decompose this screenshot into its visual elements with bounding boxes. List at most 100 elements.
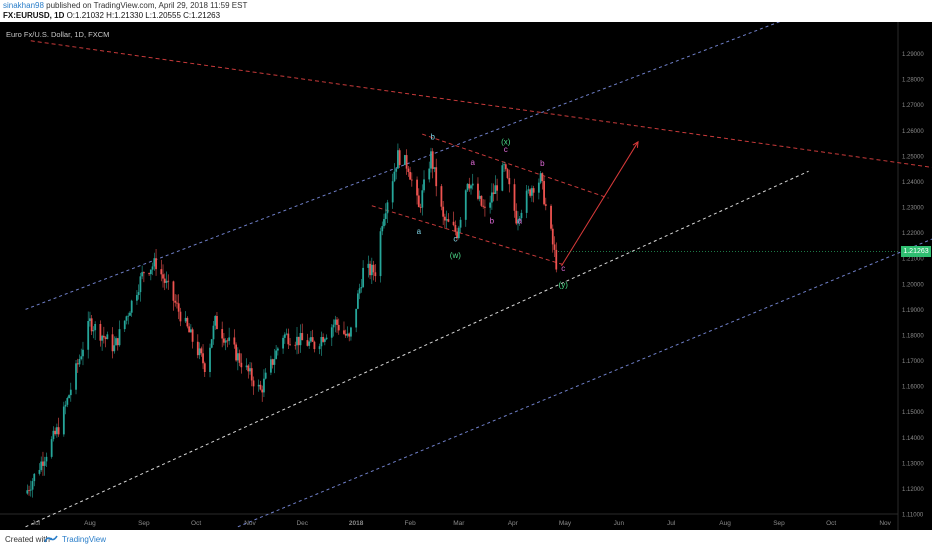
price-tick-label: 1.24000 <box>902 180 924 186</box>
candle-body <box>299 333 302 346</box>
candle-body <box>550 205 552 229</box>
candle-body <box>398 150 401 165</box>
candle-body <box>541 173 544 182</box>
price-tick-label: 1.26000 <box>902 129 924 135</box>
candle-body <box>163 278 166 283</box>
time-tick-label: 2018 <box>349 520 364 527</box>
chart-footer: Created with TradingView <box>0 530 932 550</box>
candle-body <box>294 344 297 346</box>
price-tick-label: 1.23000 <box>902 206 924 212</box>
candle-body <box>543 181 545 205</box>
candle-body <box>149 269 152 275</box>
candle-body <box>482 205 485 207</box>
candle-body <box>445 219 448 221</box>
candle-body <box>296 336 298 346</box>
chart-area[interactable]: 1.29000 1.28000 1.27000 1.26000 1.25000 1.240… <box>0 22 932 530</box>
candle-body <box>172 281 175 301</box>
candle-body <box>405 155 408 169</box>
time-tick-label: Jul <box>32 520 41 527</box>
trendline-channel-middle <box>25 170 809 528</box>
candle-body <box>179 311 182 322</box>
candle-body <box>391 181 394 203</box>
candle-body <box>223 338 225 343</box>
candle-body <box>40 461 43 470</box>
candle-body <box>360 287 363 289</box>
candle-body <box>504 164 507 170</box>
candle-body <box>480 195 483 206</box>
tradingview-brand[interactable]: TradingView <box>62 535 107 544</box>
candle-body <box>496 185 498 191</box>
candle-body <box>141 272 144 277</box>
candle-body <box>184 317 187 322</box>
candle-body <box>435 167 438 187</box>
candle-body <box>38 469 41 474</box>
candle-body <box>28 490 30 492</box>
candle-body <box>249 368 251 372</box>
candle-body <box>123 320 126 330</box>
candle-body <box>101 335 104 341</box>
candle-body <box>212 325 215 340</box>
price-tick-label: 1.27000 <box>902 103 924 109</box>
price-tick-label: 1.29000 <box>902 52 924 58</box>
author-link[interactable]: sinakhan98 <box>3 1 44 10</box>
candle-body <box>191 329 194 342</box>
candle-body <box>531 188 533 196</box>
candle-body <box>221 329 224 339</box>
candle-body <box>31 481 34 490</box>
candle-body <box>416 179 418 196</box>
candle-body <box>310 337 312 342</box>
candle-body <box>362 267 365 288</box>
candle-body <box>113 345 116 352</box>
candle-body <box>137 292 140 296</box>
candle-body <box>454 225 457 232</box>
candle-body <box>167 280 170 282</box>
wave-label: b <box>430 132 435 141</box>
candle-body <box>202 353 204 364</box>
candle-body <box>544 204 547 206</box>
candle-body <box>383 219 385 227</box>
candle-body <box>259 384 262 390</box>
candle-body <box>50 439 53 457</box>
candle-body <box>501 165 504 191</box>
candle-body <box>367 263 370 268</box>
wave-label: (x) <box>501 137 511 146</box>
candle-body <box>33 473 36 482</box>
candle-body <box>130 300 133 313</box>
candle-body <box>68 395 70 399</box>
price-tick-label: 1.20000 <box>902 282 924 288</box>
candle-body <box>442 206 445 217</box>
candle-body <box>55 427 58 435</box>
candle-body <box>358 288 361 294</box>
candle-body <box>52 430 55 440</box>
candle-body <box>78 359 81 365</box>
published-text: published on TradingView.com, April 29, … <box>46 1 248 10</box>
candle-body <box>553 244 556 250</box>
candle-body <box>539 173 542 183</box>
candle-body <box>94 323 97 331</box>
candle-body <box>203 363 206 373</box>
candle-body <box>323 339 326 342</box>
candle-body <box>318 346 321 350</box>
candle-body <box>421 190 424 208</box>
candle-body <box>346 333 349 336</box>
candle-body <box>527 189 530 191</box>
candle-body <box>275 350 278 359</box>
price-tick-label: 1.14000 <box>902 436 924 442</box>
candle-body <box>492 192 495 194</box>
wave-label: c <box>453 235 457 244</box>
candle-body <box>517 219 519 224</box>
candle-body <box>285 333 288 335</box>
time-tick-label: Feb <box>404 520 416 527</box>
wave-label: a <box>517 217 522 226</box>
candle-body <box>224 340 227 343</box>
candle-body <box>127 315 130 317</box>
time-tick-label: Aug <box>84 520 96 527</box>
candle-body <box>188 326 191 333</box>
candle-body <box>160 269 163 275</box>
candle-body <box>129 312 131 316</box>
candle-body <box>397 150 399 169</box>
candle-body <box>477 183 479 199</box>
price-chart[interactable]: 1.29000 1.28000 1.27000 1.26000 1.25000 1.240… <box>0 22 932 530</box>
candle-body <box>350 327 352 337</box>
wave-label: a <box>471 158 476 167</box>
